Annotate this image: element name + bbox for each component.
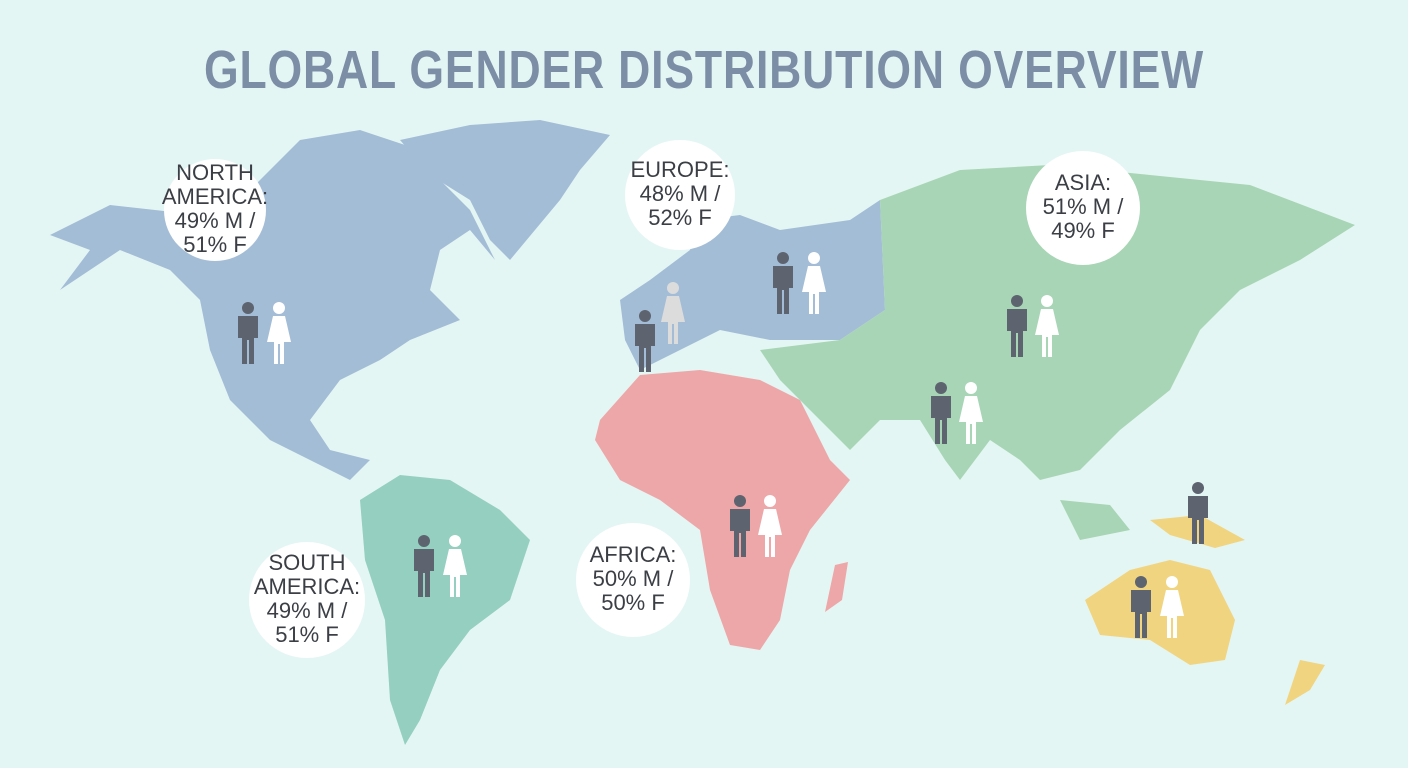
region-label-line: 51% F: [275, 622, 339, 647]
region-label-line: AFRICA:: [590, 542, 677, 567]
greenland: [400, 120, 610, 260]
region-label-line: 50% M /: [593, 566, 675, 591]
new-guinea: [1150, 515, 1245, 548]
label-bubble: [576, 523, 690, 637]
north-america: [50, 130, 495, 480]
region-label-line: AMERICA:: [254, 574, 360, 599]
label-bubble: [164, 159, 266, 261]
europe: [620, 200, 885, 370]
new-zealand: [1285, 660, 1325, 705]
madagascar: [825, 562, 848, 612]
label-bubble: [625, 140, 735, 250]
south-america: [360, 475, 530, 745]
islands: [1060, 345, 1175, 540]
region-label-line: SOUTH: [269, 550, 346, 575]
region-label-line: 52% F: [648, 205, 712, 230]
region-label-line: 48% M /: [640, 181, 722, 206]
region-label-line: 49% F: [1051, 218, 1115, 243]
region-label-line: EUROPE:: [630, 157, 729, 182]
region-label-line: 51% F: [183, 232, 247, 257]
region-label-line: 51% M /: [1043, 194, 1125, 219]
asia: [760, 165, 1355, 480]
label-bubble: [249, 542, 365, 658]
africa: [595, 370, 850, 650]
title: GLOBAL GENDER DISTRIBUTION OVERVIEW: [204, 40, 1204, 100]
australia: [1085, 560, 1235, 665]
region-label-line: 50% F: [601, 590, 665, 615]
region-label-line: 49% M /: [267, 598, 349, 623]
region-label-line: AMERICA:: [162, 184, 268, 209]
region-label-line: 49% M /: [175, 208, 257, 233]
continents: [50, 120, 1355, 745]
region-label-line: NORTH: [176, 160, 254, 185]
label-bubble: [1026, 151, 1140, 265]
region-label-line: ASIA:: [1055, 170, 1111, 195]
